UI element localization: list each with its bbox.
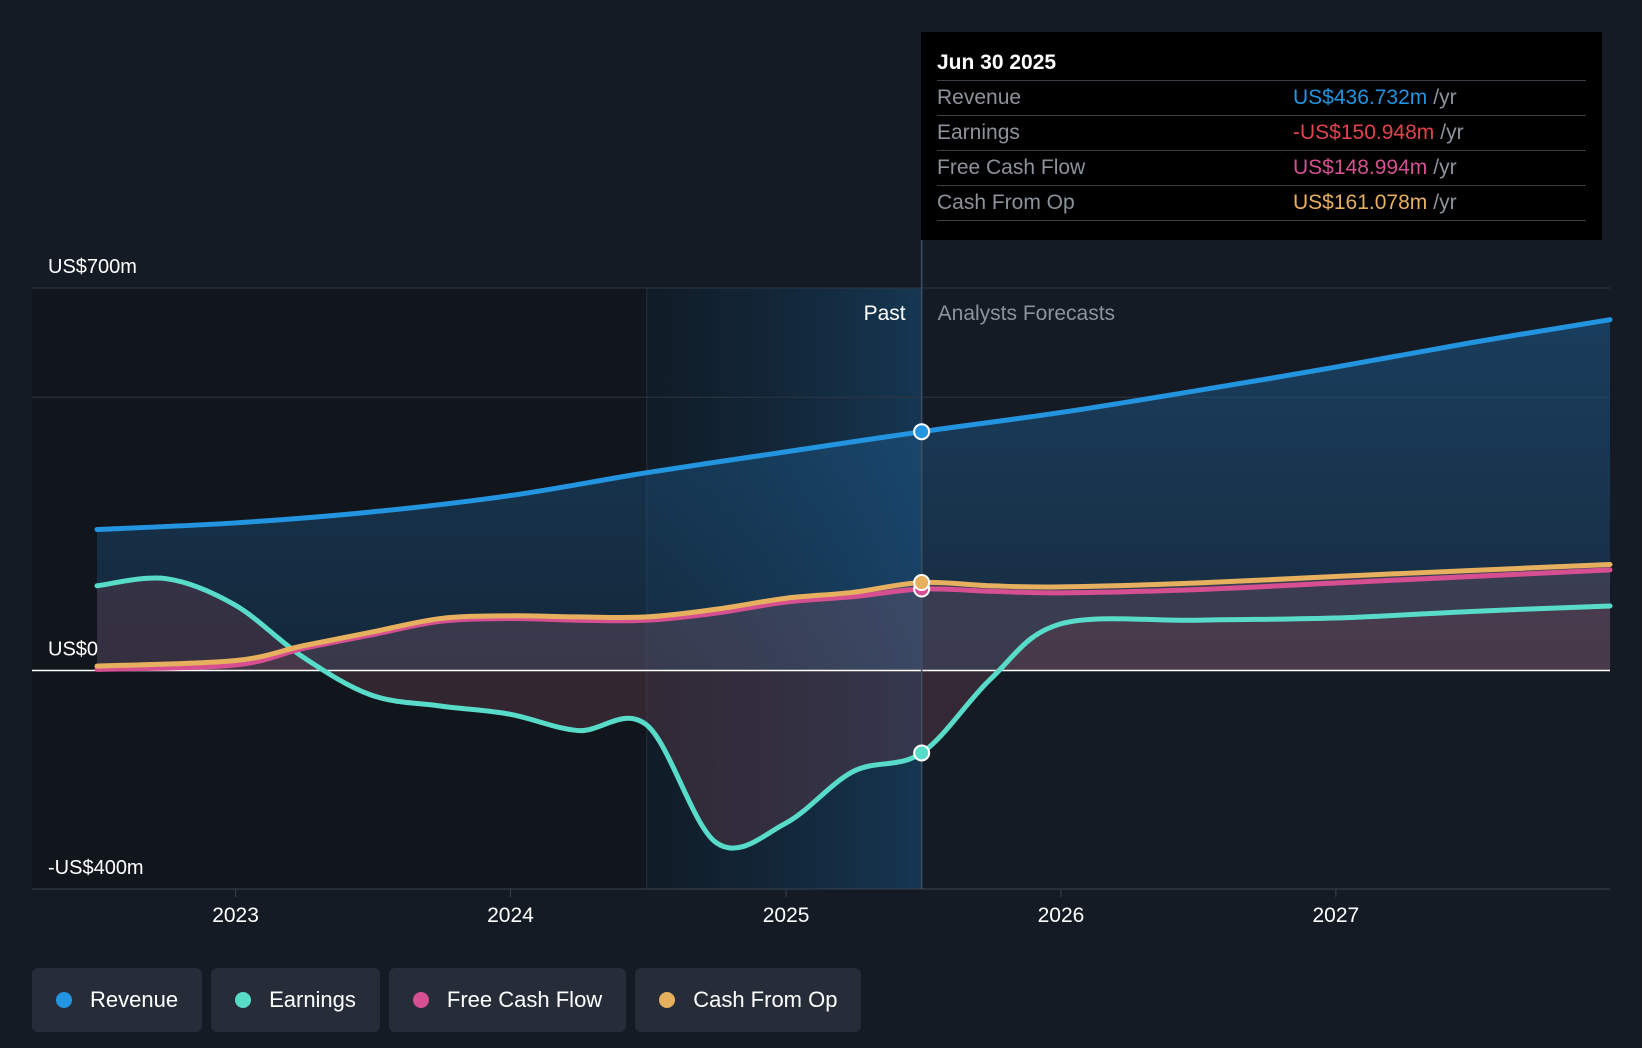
- tooltip-panel: Jun 30 2025 Revenue US$436.732m/yr Earni…: [921, 32, 1602, 240]
- tooltip-row-earnings: Earnings -US$150.948m/yr: [937, 116, 1586, 151]
- legend-label: Earnings: [269, 987, 356, 1013]
- forecast-label: Analysts Forecasts: [938, 302, 1115, 325]
- legend-item-free-cash-flow[interactable]: Free Cash Flow: [389, 968, 626, 1032]
- tooltip-unit: /yr: [1433, 86, 1456, 109]
- tooltip-row-free-cash-flow: Free Cash Flow US$148.994m/yr: [937, 151, 1586, 186]
- tooltip-label: Earnings: [937, 116, 1020, 150]
- revenue-marker: [914, 424, 929, 439]
- legend-label: Revenue: [90, 987, 178, 1013]
- legend-dot-icon: [659, 992, 675, 1008]
- x-tick-label: 2025: [763, 904, 810, 927]
- tooltip-row-cash-from-op: Cash From Op US$161.078m/yr: [937, 186, 1586, 221]
- legend-label: Free Cash Flow: [447, 987, 602, 1013]
- x-tick-label: 2023: [212, 904, 259, 927]
- y-label-zero: US$0: [48, 638, 98, 660]
- tooltip-row-revenue: Revenue US$436.732m/yr: [937, 81, 1586, 116]
- cash-from-op-marker: [914, 575, 929, 590]
- legend-dot-icon: [235, 992, 251, 1008]
- legend-item-cash-from-op[interactable]: Cash From Op: [635, 968, 861, 1032]
- legend-item-revenue[interactable]: Revenue: [32, 968, 202, 1032]
- tooltip-unit: /yr: [1440, 121, 1463, 144]
- tooltip-label: Revenue: [937, 81, 1021, 115]
- legend-dot-icon: [56, 992, 72, 1008]
- earnings-marker: [914, 745, 929, 760]
- tooltip-value: -US$150.948m: [1293, 121, 1434, 144]
- x-tick-label: 2024: [487, 904, 534, 927]
- tooltip-label: Cash From Op: [937, 186, 1075, 220]
- tooltip-value: US$161.078m: [1293, 191, 1427, 214]
- tooltip-value: US$436.732m: [1293, 86, 1427, 109]
- y-label-top: US$700m: [48, 256, 137, 278]
- tooltip-unit: /yr: [1433, 191, 1456, 214]
- tooltip-label: Free Cash Flow: [937, 151, 1085, 185]
- legend-item-earnings[interactable]: Earnings: [211, 968, 380, 1032]
- tooltip-value: US$148.994m: [1293, 156, 1427, 179]
- legend-label: Cash From Op: [693, 987, 837, 1013]
- y-label-bottom: -US$400m: [48, 857, 144, 879]
- legend-dot-icon: [413, 992, 429, 1008]
- legend: Revenue Earnings Free Cash Flow Cash Fro…: [32, 968, 861, 1032]
- tooltip-date: Jun 30 2025: [937, 46, 1586, 81]
- tooltip-unit: /yr: [1433, 156, 1456, 179]
- past-label: Past: [864, 302, 906, 325]
- x-tick-label: 2026: [1038, 904, 1085, 927]
- x-tick-label: 2027: [1313, 904, 1360, 927]
